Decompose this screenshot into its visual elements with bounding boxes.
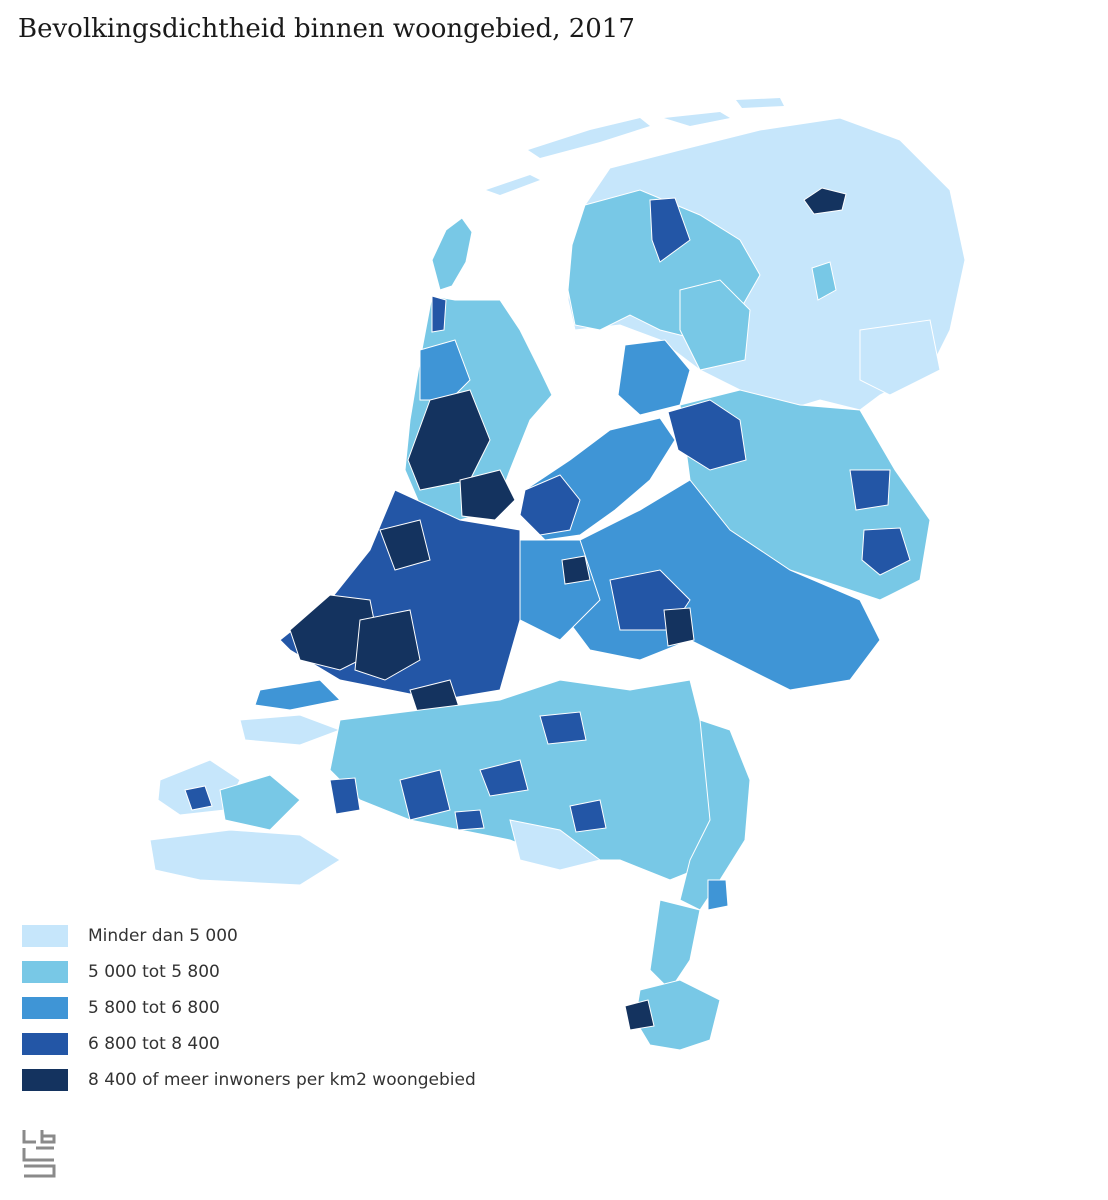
region-rotterdam (354, 609, 421, 681)
map-title: Bevolkingsdichtheid binnen woongebied, 2… (18, 14, 635, 44)
region-bergen-op-zoom (454, 809, 485, 831)
region-assen (811, 261, 837, 301)
region-zwolle (667, 399, 747, 471)
region-schiermonnikoog (736, 98, 784, 108)
region-gelderland (559, 479, 881, 691)
region-goes (219, 774, 301, 831)
region-enschede (861, 527, 911, 576)
legend-swatch (22, 997, 68, 1019)
legend: Minder dan 5 000 5 000 tot 5 800 5 800 t… (22, 918, 476, 1098)
region-terschelling (528, 118, 650, 158)
region-venlo (707, 879, 729, 911)
region-breda (399, 769, 451, 821)
legend-item: 8 400 of meer inwoners per km2 woongebie… (22, 1062, 476, 1098)
legend-label: 8 400 of meer inwoners per km2 woongebie… (88, 1070, 476, 1090)
legend-label: Minder dan 5 000 (88, 926, 238, 946)
region-texel (431, 217, 473, 291)
legend-item: Minder dan 5 000 (22, 918, 476, 954)
legend-item: 6 800 tot 8 400 (22, 1026, 476, 1062)
region-brabant-south (509, 819, 602, 871)
region-amersfoort (561, 555, 591, 585)
region-alkmaar-area (419, 339, 471, 401)
region-heerenveen (679, 279, 751, 371)
region-eindhoven (569, 799, 607, 833)
region-zeeuws-vlaanderen (149, 829, 341, 886)
region-almelo (849, 469, 891, 511)
legend-swatch (22, 1069, 68, 1091)
legend-swatch (22, 925, 68, 947)
legend-label: 5 800 tot 6 800 (88, 998, 220, 1018)
cbs-logo-icon (22, 1130, 56, 1178)
legend-swatch (22, 1033, 68, 1055)
legend-swatch (22, 961, 68, 983)
legend-item: 5 000 tot 5 800 (22, 954, 476, 990)
region-amsterdam (459, 469, 516, 521)
region-midden-limburg (649, 899, 701, 991)
legend-label: 5 000 tot 5 800 (88, 962, 220, 982)
region-goeree (254, 679, 342, 711)
region-ameland (664, 112, 730, 126)
region-tilburg (479, 759, 529, 797)
region-schouwen (239, 714, 342, 746)
region-vlieland (486, 175, 540, 195)
legend-label: 6 800 tot 8 400 (88, 1034, 220, 1054)
region-almere (519, 474, 581, 536)
region-roosendaal (329, 777, 361, 815)
region-emmen (859, 319, 941, 396)
region-middelburg (184, 785, 213, 811)
region-arnhem (663, 607, 695, 647)
region-den-bosch (539, 711, 587, 745)
region-groningen-city (803, 187, 847, 215)
region-den-helder (431, 295, 447, 333)
region-maastricht (624, 999, 655, 1031)
region-leiden (379, 519, 431, 571)
legend-item: 5 800 tot 6 800 (22, 990, 476, 1026)
region-leeuwarden (649, 197, 691, 263)
